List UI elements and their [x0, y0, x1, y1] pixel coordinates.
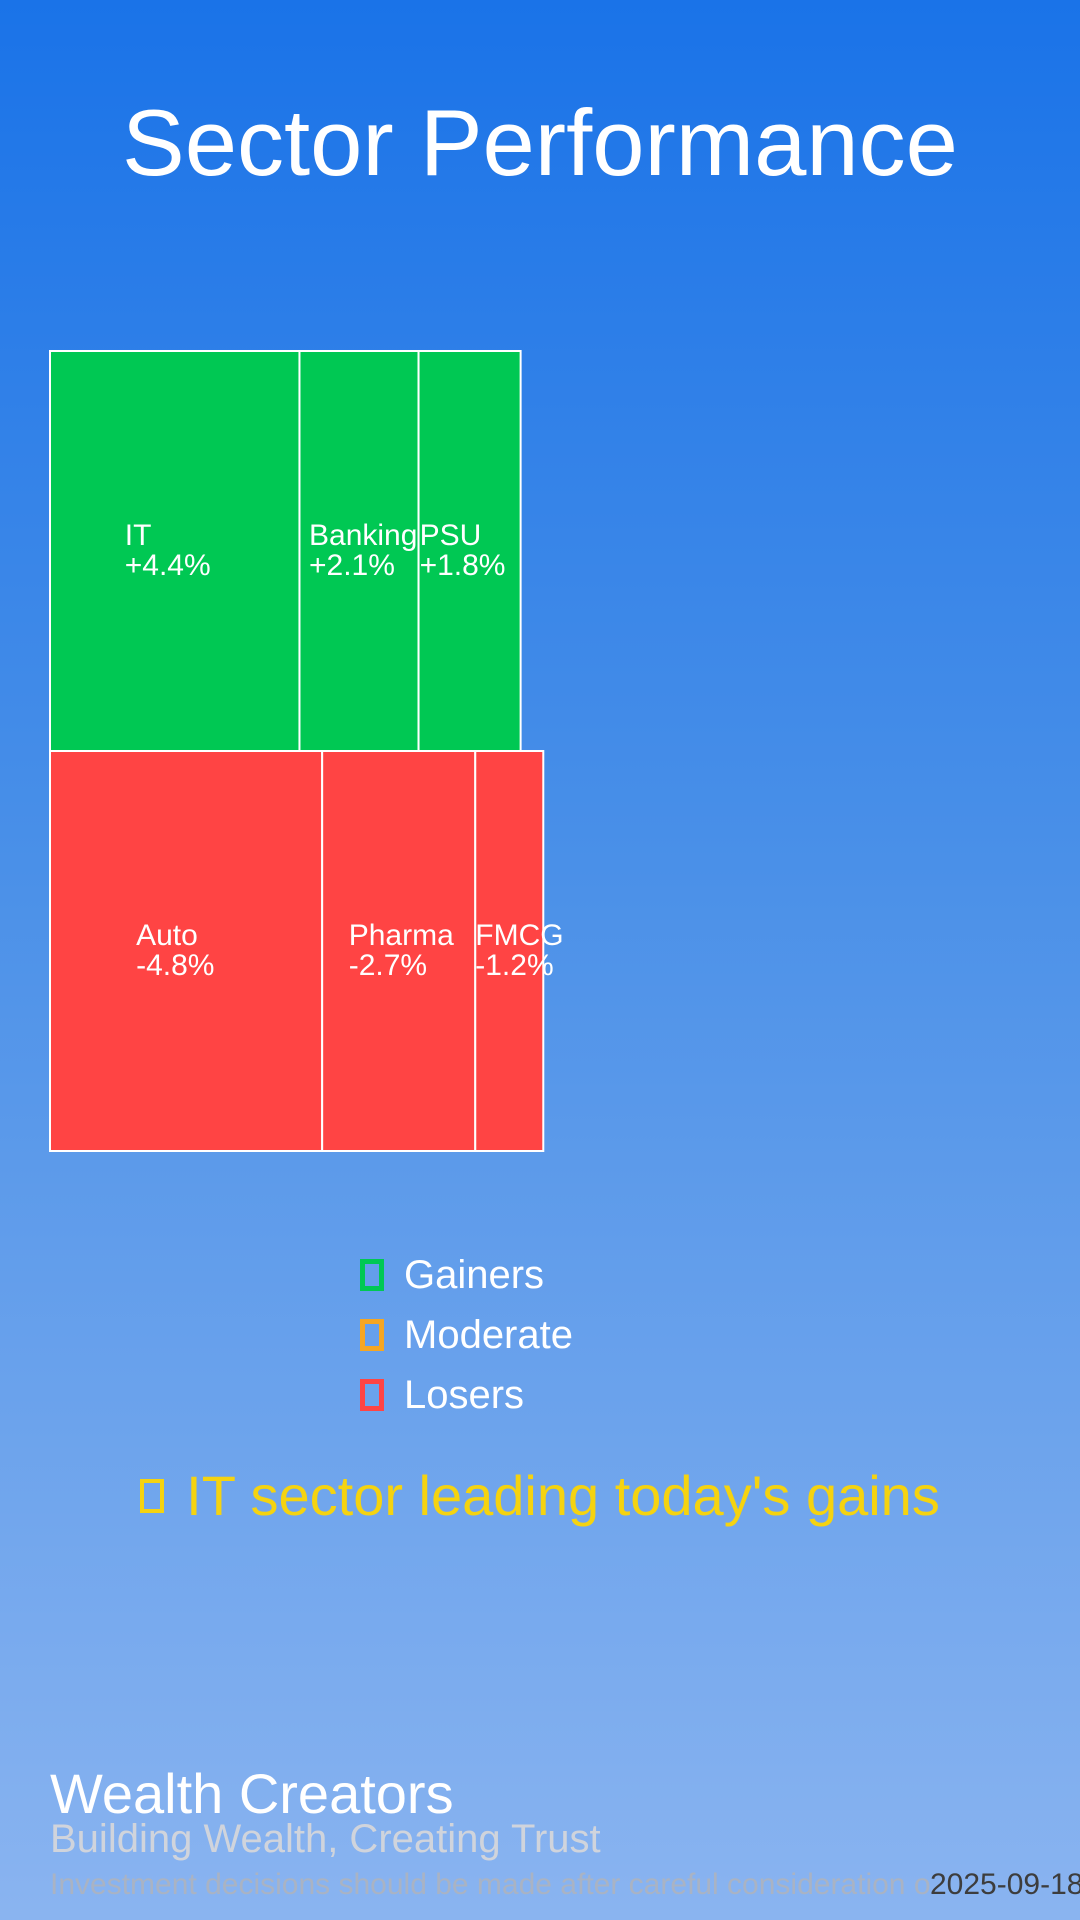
treemap-cell-pharma — [321, 750, 477, 1152]
treemap-value-it: +4.4% — [125, 549, 211, 582]
legend-item-losers: Losers — [360, 1365, 573, 1425]
treemap-cell-banking — [298, 350, 420, 752]
legend-item-gainers: Gainers — [360, 1245, 573, 1305]
treemap-label-fmcg: FMCG — [475, 919, 563, 952]
treemap-cell-auto — [49, 750, 324, 1152]
legend-swatch-losers — [360, 1379, 384, 1411]
treemap-value-psu: +1.8% — [420, 549, 506, 582]
brand-name: Wealth Creators — [50, 1762, 454, 1825]
legend-label-moderate: Moderate — [404, 1312, 573, 1357]
highlight-icon — [140, 1478, 165, 1513]
legend-label-gainers: Gainers — [404, 1252, 545, 1297]
treemap-label-psu: PSU — [420, 519, 482, 552]
treemap-label-pharma: Pharma — [349, 919, 454, 952]
legend-swatch-moderate — [360, 1319, 384, 1351]
legend-swatch-gainers — [360, 1259, 384, 1291]
highlight-callout: IT sector leading today's gains — [0, 1463, 1080, 1528]
legend: Gainers Moderate Losers — [360, 1245, 573, 1425]
brand-tagline: Building Wealth, Creating Trust — [50, 1817, 601, 1861]
treemap-cell-psu — [417, 350, 522, 752]
disclaimer: Investment decisions should be made afte… — [50, 1868, 930, 1901]
treemap-label-it: IT — [125, 519, 152, 552]
treemap-value-pharma: -2.7% — [349, 949, 427, 982]
highlight-text: IT sector leading today's gains — [186, 1464, 940, 1527]
treemap-value-fmcg: -1.2% — [475, 949, 553, 982]
treemap-cell-fmcg — [474, 750, 545, 1152]
treemap-label-banking: Banking — [309, 519, 417, 552]
treemap-value-banking: +2.1% — [309, 549, 395, 582]
treemap-value-auto: -4.8% — [136, 949, 214, 982]
treemap-cell-it — [49, 350, 301, 752]
legend-item-moderate: Moderate — [360, 1305, 573, 1365]
treemap-label-auto: Auto — [136, 919, 198, 952]
legend-label-losers: Losers — [404, 1372, 525, 1417]
report-date: 2025-09-18 — [930, 1868, 1080, 1901]
page-title: Sector Performance — [122, 90, 958, 195]
